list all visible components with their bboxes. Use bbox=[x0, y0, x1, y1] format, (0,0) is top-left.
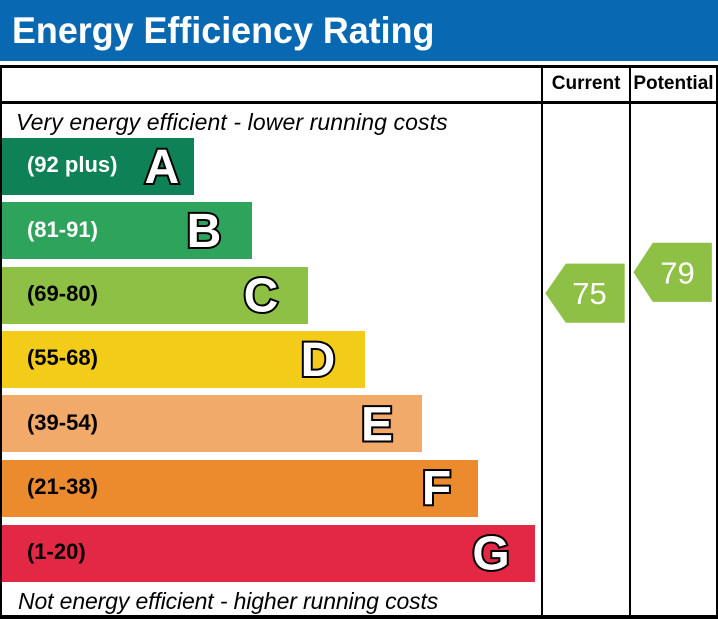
svg-text:79: 79 bbox=[660, 255, 694, 290]
svg-text:D: D bbox=[301, 334, 336, 387]
svg-text:C: C bbox=[244, 270, 279, 323]
svg-text:G: G bbox=[472, 528, 509, 581]
svg-text:75: 75 bbox=[572, 276, 606, 311]
svg-text:A: A bbox=[145, 141, 180, 194]
svg-text:B: B bbox=[187, 205, 222, 258]
svg-text:F: F bbox=[422, 462, 451, 515]
svg-text:E: E bbox=[361, 399, 393, 452]
